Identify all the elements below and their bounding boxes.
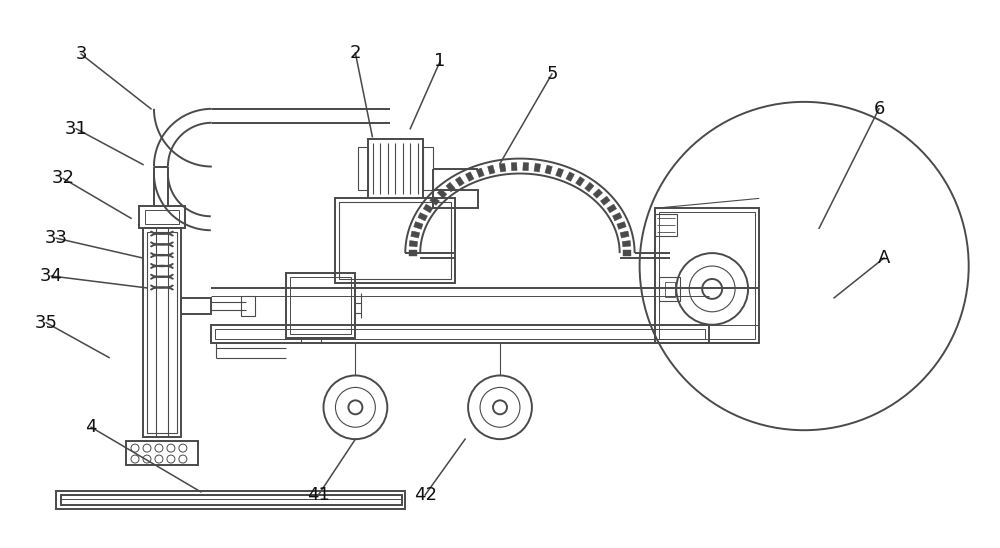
Bar [455,176,464,186]
Bar [622,241,631,247]
Bar [409,250,417,256]
Bar [607,204,617,213]
Text: 42: 42 [414,486,437,504]
Bar [437,189,447,198]
Text: A: A [878,249,890,267]
Bar [600,196,610,206]
Bar [411,231,420,238]
Bar [335,198,455,283]
Bar [418,213,427,221]
Bar [511,163,517,171]
Bar [665,282,675,297]
Bar [620,231,629,238]
Bar [659,212,755,339]
Bar [241,296,255,316]
Bar [145,210,179,224]
Bar [446,182,455,192]
Bar [566,172,574,181]
Bar [339,202,451,279]
Bar [368,139,423,198]
Text: 5: 5 [546,65,558,83]
Bar [181,298,211,314]
Text: 35: 35 [35,314,58,332]
Text: 32: 32 [52,169,75,187]
Bar [612,213,622,221]
Bar [433,190,478,208]
Bar [423,147,433,190]
Bar [593,189,603,198]
Bar [499,163,506,172]
Bar [655,214,677,236]
Bar [523,163,529,171]
Bar [655,208,759,342]
Bar [286,273,355,338]
Bar [139,207,185,228]
Bar [126,441,198,465]
Bar [623,250,631,256]
Text: 2: 2 [350,44,361,62]
Text: 31: 31 [65,120,88,138]
Bar [290,277,351,334]
Bar [358,147,368,190]
Bar [659,277,680,301]
Text: 41: 41 [307,486,330,504]
Bar [147,232,177,433]
Bar [534,163,541,172]
Text: 3: 3 [75,45,87,63]
Bar [211,325,709,342]
Text: 33: 33 [45,229,68,247]
Bar [409,241,418,247]
Bar [465,172,474,181]
Bar [215,329,705,339]
Bar [423,204,433,213]
Text: 34: 34 [40,267,63,285]
Bar [430,196,439,206]
Bar [617,221,626,229]
Bar [556,168,564,178]
Bar [61,495,402,499]
Bar [56,491,405,509]
Bar [576,176,585,186]
Bar [143,228,181,437]
Bar [61,495,402,505]
Bar [545,165,552,174]
Bar [414,221,423,229]
Text: 1: 1 [434,52,446,70]
Bar [585,182,594,192]
Bar [488,165,495,174]
Text: 4: 4 [85,418,97,436]
Text: 6: 6 [873,100,885,118]
Bar [476,168,484,178]
